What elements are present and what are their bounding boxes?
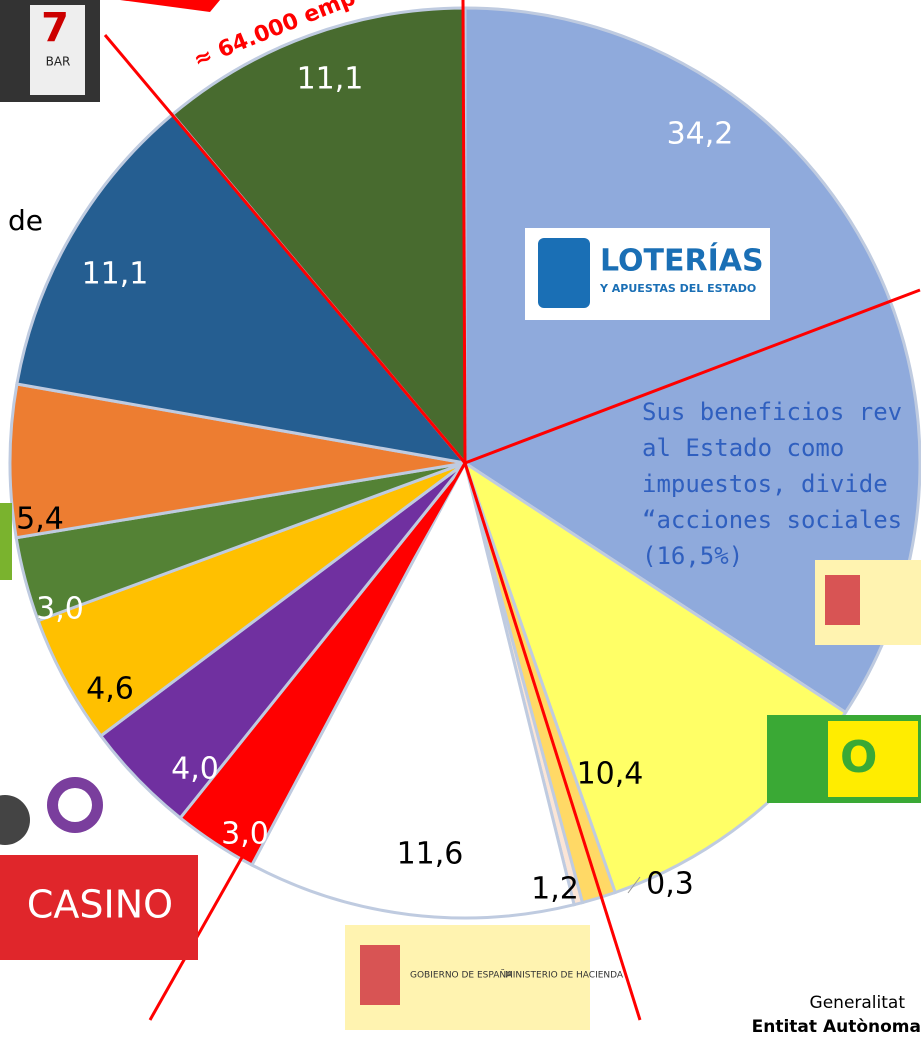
entitat-text: Entitat Autònoma — [752, 1017, 921, 1037]
note-line: impuestos, divide — [642, 470, 888, 498]
data-label: 4,0 — [171, 752, 219, 787]
bingo-ball-inner — [58, 788, 92, 822]
divider — [103, 34, 467, 464]
divider — [148, 462, 467, 1021]
side-text: de — [8, 204, 43, 237]
divider — [464, 288, 921, 465]
slot-bar: BAR — [46, 55, 71, 69]
slot-seven: 7 — [41, 5, 69, 51]
divider — [463, 462, 642, 1021]
data-label: 5,4 — [16, 502, 64, 537]
data-label: 3,0 — [221, 817, 269, 852]
red-arrow — [120, 0, 220, 12]
logo-subtitle: Y APUESTAS DEL ESTADO — [599, 282, 756, 295]
logo-text: GOBIERNO DE ESPAÑA — [410, 970, 513, 981]
note-line: al Estado como — [642, 434, 844, 462]
data-label: 3,0 — [36, 592, 84, 627]
data-label: 11,6 — [397, 837, 464, 872]
data-label: 0,3 — [646, 867, 694, 902]
gobierno-logo — [815, 560, 921, 645]
casino-text: CASINO — [27, 883, 173, 927]
slot-reel — [30, 5, 85, 95]
generalitat-text: Generalitat — [810, 993, 906, 1013]
logo-icon — [538, 238, 590, 308]
data-label: 1,2 — [531, 872, 579, 907]
red-lines — [103, 0, 921, 1021]
slot-logo: 7 BAR — [0, 0, 100, 102]
loterias-logo: LOTERÍAS Y APUESTAS DEL ESTADO — [525, 228, 770, 320]
logo-text: MINISTERIO DE HACIENDA — [505, 971, 624, 981]
logo-icon — [773, 721, 828, 797]
note-line: Sus beneficios rev — [642, 398, 902, 426]
pie-slice — [8, 382, 466, 540]
logo-letter: O — [840, 732, 877, 783]
data-label: 34,2 — [667, 117, 734, 152]
pie-slice — [249, 458, 576, 920]
green-bar — [0, 503, 12, 580]
once-logo: O — [767, 715, 921, 803]
divider — [461, 0, 467, 464]
casino-box — [0, 855, 198, 960]
note-line: (16,5%) — [642, 542, 743, 570]
data-label: 4,6 — [86, 672, 134, 707]
logo-crest — [360, 945, 400, 1005]
hacienda-logo: GOBIERNO DE ESPAÑA MINISTERIO DE HACIEND… — [345, 925, 624, 1030]
pie-slice — [170, 6, 467, 468]
note-line: “acciones sociales — [642, 506, 902, 534]
logo-title: LOTERÍAS — [600, 243, 764, 279]
data-label: 11,1 — [297, 62, 364, 97]
pie — [8, 6, 921, 920]
pie-slice — [15, 112, 469, 466]
bingo-ball — [0, 795, 30, 845]
data-label: 11,1 — [82, 257, 149, 292]
logo-crest — [825, 575, 860, 625]
leader-line — [627, 876, 641, 894]
data-label: 10,4 — [577, 757, 644, 792]
